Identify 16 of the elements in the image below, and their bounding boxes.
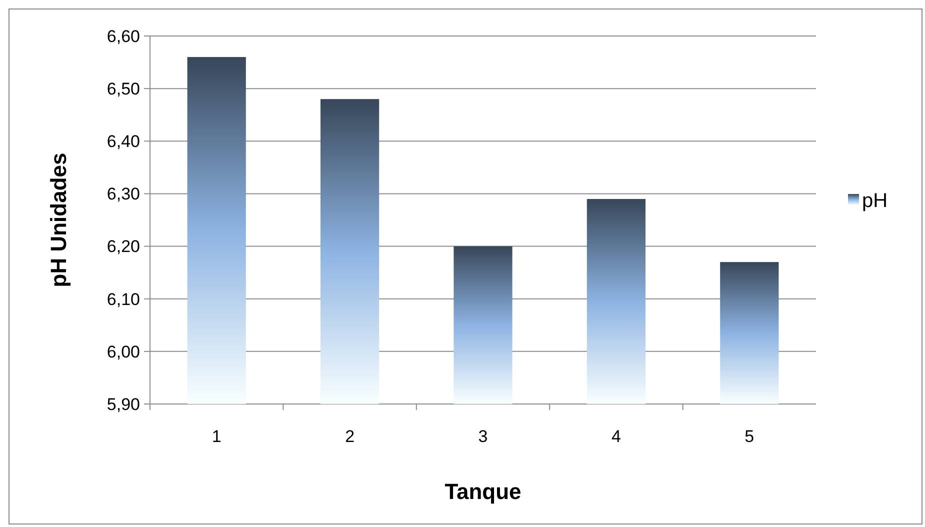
y-tick-label: 5,90 [106,394,140,414]
y-tick-label: 6,60 [106,26,140,46]
y-tick-label: 6,10 [106,290,140,309]
y-tick-label: 6,20 [106,237,140,256]
x-tick-label: 2 [345,427,355,446]
y-tick-label: 6,40 [106,132,140,152]
x-tick-label: 1 [212,427,222,446]
y-axis-title: pH Unidades [46,152,71,288]
x-tick-label: 5 [744,427,754,446]
y-tick-label: 6,50 [106,80,140,99]
x-tick-label: 3 [478,427,488,446]
y-tick-label: 6,00 [106,342,140,362]
legend-label: pH [862,190,888,212]
x-tick-label: 4 [611,427,621,446]
y-tick-label: 6,30 [106,184,140,204]
x-axis-title: Tanque [444,479,522,504]
